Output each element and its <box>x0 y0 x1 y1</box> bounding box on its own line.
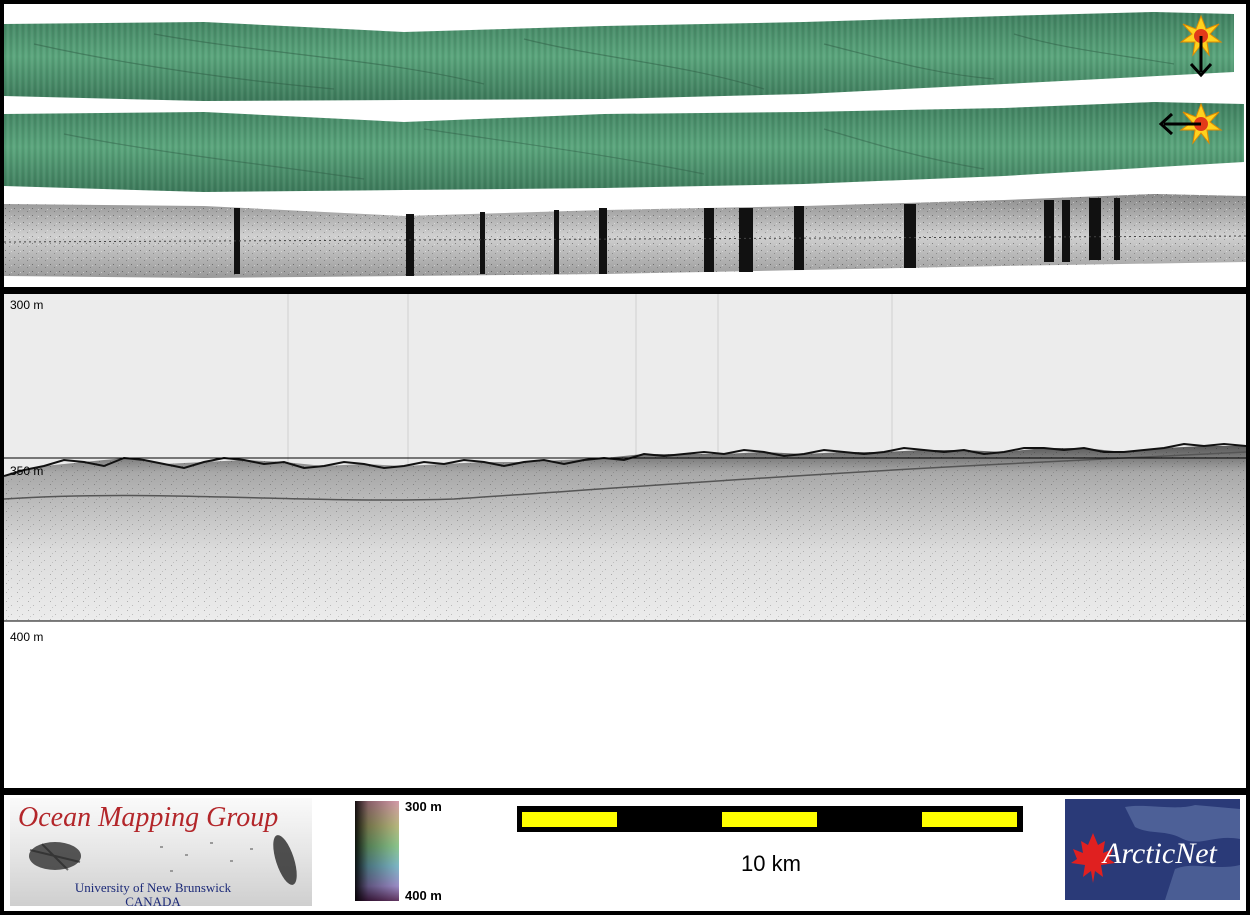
depth-label-400: 400 m <box>10 630 44 644</box>
scale-bar <box>517 806 1023 832</box>
omg-country: CANADA <box>125 894 181 906</box>
backscatter-dark-bands <box>234 198 1120 276</box>
colorbar-bottom-label: 400 m <box>405 888 442 903</box>
swath-strips-svg <box>4 12 1246 278</box>
subbottom-reflector <box>4 451 1246 501</box>
depth-label-350: 350 m <box>10 464 44 478</box>
swath-strips-panel <box>4 4 1246 287</box>
nadir-line <box>4 235 1246 243</box>
subbottom-profile-svg <box>4 294 1246 622</box>
iceberg-scours-middle <box>63 128 985 180</box>
arcticnet-wordmark: ArcticNet <box>1103 837 1217 870</box>
maple-leaf-icon <box>1071 833 1115 883</box>
arcticnet-map-art <box>1071 805 1240 900</box>
arrow-down-icon <box>1189 36 1213 78</box>
footer-panel: Ocean Mapping Group University of New Br… <box>4 795 1246 911</box>
iceberg-scours-top <box>33 33 1175 90</box>
scale-bar-label: 10 km <box>741 851 801 876</box>
seafloor-reflector <box>4 442 1246 477</box>
depth-label-300: 300 m <box>10 298 44 312</box>
omg-title: Ocean Mapping Group <box>18 802 279 833</box>
arrow-left-icon <box>1158 112 1201 136</box>
arcticnet-logo: ArcticNet <box>1065 799 1240 900</box>
omg-logo-art <box>29 835 297 885</box>
depth-colorbar <box>355 801 399 901</box>
ocean-mapping-group-logo: Ocean Mapping Group University of New Br… <box>10 798 312 906</box>
omg-university: University of New Brunswick <box>74 880 232 895</box>
subbottom-profile-panel: 300 m 350 m 400 m <box>4 294 1246 788</box>
colorbar-top-label: 300 m <box>405 799 442 814</box>
